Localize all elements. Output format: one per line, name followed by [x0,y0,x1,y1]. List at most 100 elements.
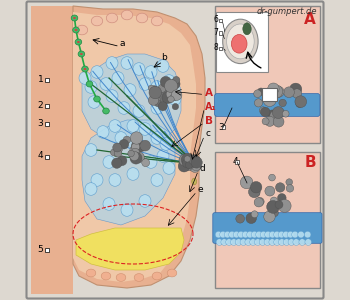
Ellipse shape [134,152,144,163]
Ellipse shape [271,209,278,217]
FancyBboxPatch shape [27,2,323,298]
Ellipse shape [152,272,162,280]
Ellipse shape [151,16,163,26]
Ellipse shape [289,83,302,95]
Ellipse shape [84,68,86,70]
Ellipse shape [186,161,193,169]
Ellipse shape [170,79,180,89]
Ellipse shape [91,66,103,78]
Bar [45,122,49,126]
Ellipse shape [236,214,245,223]
Ellipse shape [162,92,174,103]
Ellipse shape [299,239,306,245]
Ellipse shape [288,239,295,245]
FancyBboxPatch shape [215,94,320,116]
Bar [222,125,225,129]
Ellipse shape [127,120,139,132]
Ellipse shape [260,107,270,117]
Ellipse shape [157,150,169,162]
Polygon shape [73,6,205,288]
Ellipse shape [275,183,285,192]
Ellipse shape [163,162,175,174]
Ellipse shape [75,39,82,45]
Ellipse shape [254,198,264,207]
Ellipse shape [256,231,262,238]
Ellipse shape [264,211,275,222]
Ellipse shape [229,231,235,238]
Ellipse shape [142,159,149,167]
Ellipse shape [118,102,130,114]
FancyBboxPatch shape [215,152,320,288]
Ellipse shape [116,274,126,281]
Ellipse shape [184,156,190,162]
Ellipse shape [242,231,249,238]
Ellipse shape [304,231,311,238]
Ellipse shape [173,76,180,84]
Ellipse shape [139,195,151,207]
Ellipse shape [77,41,80,43]
Ellipse shape [159,101,167,109]
Text: 8: 8 [214,43,218,52]
Ellipse shape [282,110,289,117]
Ellipse shape [189,160,195,166]
Ellipse shape [131,148,140,158]
Ellipse shape [88,96,100,108]
Bar [45,104,49,108]
Ellipse shape [283,239,290,245]
Ellipse shape [148,85,154,91]
Ellipse shape [151,174,163,186]
Ellipse shape [269,174,275,181]
Ellipse shape [85,144,97,156]
Ellipse shape [158,91,168,101]
Ellipse shape [71,15,78,21]
Ellipse shape [269,239,275,245]
Ellipse shape [117,156,127,166]
Ellipse shape [292,231,298,238]
Ellipse shape [298,231,304,238]
Ellipse shape [169,93,181,105]
Ellipse shape [184,158,193,167]
Ellipse shape [270,111,279,120]
Bar [219,32,222,34]
Ellipse shape [130,152,142,164]
Bar [45,78,49,82]
Ellipse shape [134,274,144,281]
Ellipse shape [273,86,284,98]
Text: 7: 7 [214,28,218,37]
Ellipse shape [112,72,124,84]
Ellipse shape [160,138,172,150]
Bar [45,248,49,252]
Ellipse shape [164,79,178,92]
Ellipse shape [254,90,261,98]
Ellipse shape [189,155,200,166]
Ellipse shape [158,84,166,92]
Ellipse shape [279,239,285,245]
Ellipse shape [181,158,194,171]
Ellipse shape [187,158,197,168]
Ellipse shape [97,126,109,138]
FancyBboxPatch shape [215,6,320,142]
Ellipse shape [193,157,201,164]
Ellipse shape [265,231,271,238]
Ellipse shape [270,197,278,205]
Ellipse shape [130,151,139,161]
Ellipse shape [157,60,169,72]
Ellipse shape [189,158,200,169]
Text: 4: 4 [232,158,238,166]
Ellipse shape [121,10,133,20]
Ellipse shape [274,239,280,245]
Ellipse shape [191,160,201,171]
Ellipse shape [82,66,88,72]
Ellipse shape [170,93,178,101]
Ellipse shape [296,100,303,107]
Ellipse shape [231,239,237,245]
Ellipse shape [216,239,223,245]
Ellipse shape [184,157,194,168]
Ellipse shape [133,105,145,117]
Ellipse shape [163,75,175,87]
Ellipse shape [223,19,258,64]
Ellipse shape [265,116,275,126]
Ellipse shape [224,231,231,238]
Ellipse shape [305,239,312,245]
Ellipse shape [278,194,286,202]
